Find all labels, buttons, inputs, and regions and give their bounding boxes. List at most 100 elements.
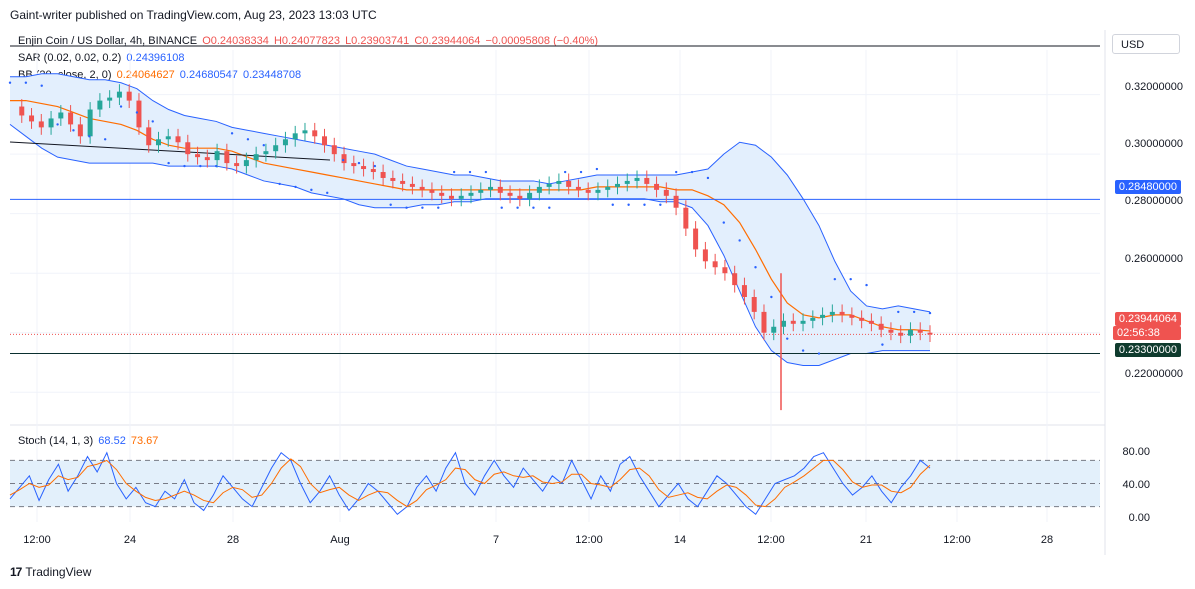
sar-dot xyxy=(881,343,884,346)
stoch-d-line xyxy=(9,458,931,508)
candle-body xyxy=(380,172,386,178)
candle-body xyxy=(234,163,240,167)
sar-legend: SAR (0.02, 0.02, 0.2) 0.24396108 xyxy=(18,52,187,64)
candle-body xyxy=(165,136,171,140)
candle-body xyxy=(585,189,591,193)
sar-dot xyxy=(389,203,392,206)
support-price-tag: 0.23300000 xyxy=(1114,343,1181,357)
sar-dot xyxy=(88,135,91,138)
time-tick: 28 xyxy=(1041,534,1053,546)
sar-dot xyxy=(817,352,821,355)
candle-body xyxy=(497,186,503,193)
stoch-d-value: 73.67 xyxy=(130,435,159,447)
candle-body xyxy=(800,320,806,324)
candle-body xyxy=(155,139,161,146)
sar-dot xyxy=(24,81,28,84)
time-tick: 12:00 xyxy=(575,534,603,546)
trend-line xyxy=(9,141,331,161)
stoch-tick: 80.00 xyxy=(1122,446,1150,458)
sar-dot xyxy=(928,311,932,315)
candle-body xyxy=(341,154,347,164)
stoch-k-value: 68.52 xyxy=(98,435,126,447)
candle-body xyxy=(136,100,142,128)
sar-dot xyxy=(373,164,377,168)
bollinger-upper-line xyxy=(10,73,931,313)
sar-dot xyxy=(215,164,218,168)
candle-body xyxy=(448,195,454,199)
candle-body xyxy=(97,100,103,110)
price-tick: 0.26000000 xyxy=(1124,253,1183,265)
sar-dot xyxy=(405,206,408,209)
candle-body xyxy=(19,106,25,116)
candle-body xyxy=(790,320,796,324)
candle-body xyxy=(185,142,191,155)
candle-body xyxy=(849,314,855,318)
sar-dot xyxy=(786,337,789,340)
candle-body xyxy=(888,329,894,333)
candle-body xyxy=(527,192,533,199)
sar-dot xyxy=(738,239,741,242)
sar-dot xyxy=(532,206,535,209)
stoch-tick: 0.00 xyxy=(1128,512,1150,524)
candle-body xyxy=(712,261,718,268)
candle-body xyxy=(195,154,201,158)
sar-dot xyxy=(230,132,234,135)
bb-basis-value: 0.24064627 xyxy=(116,69,175,81)
sar-dot xyxy=(167,161,170,165)
time-tick: 7 xyxy=(493,534,499,546)
bollinger-band-fill xyxy=(10,73,930,366)
candle-body xyxy=(878,323,884,330)
candle-body xyxy=(409,183,415,187)
candle-body xyxy=(77,124,83,137)
candle-body xyxy=(478,189,484,193)
open-value: O0.24038334 xyxy=(202,35,269,47)
sar-dot xyxy=(357,161,361,165)
sar-dot xyxy=(897,310,900,314)
sar-dot xyxy=(103,138,107,141)
sar-label: SAR (0.02, 0.02, 0.2) xyxy=(18,52,122,64)
time-tick: 28 xyxy=(227,534,239,546)
sar-dot xyxy=(643,203,646,206)
price-tick: 0.28000000 xyxy=(1124,195,1183,207)
time-tick: 12:00 xyxy=(23,534,51,546)
candle-body xyxy=(556,180,562,184)
sar-dot xyxy=(770,295,773,299)
candle-body xyxy=(312,130,318,137)
countdown-tag: 02:56:38 xyxy=(1113,326,1181,340)
sar-dot xyxy=(341,158,345,162)
candle-body xyxy=(644,177,650,184)
sar-dot xyxy=(294,185,297,189)
sar-dot xyxy=(72,129,75,132)
sar-dot xyxy=(516,206,519,209)
sar-dot xyxy=(912,310,916,314)
candle-body xyxy=(243,160,249,167)
time-tick: 14 xyxy=(674,534,686,546)
currency-selector[interactable]: USD xyxy=(1112,34,1180,54)
price-tick: 0.30000000 xyxy=(1124,138,1183,150)
stoch-tick: 40.00 xyxy=(1122,479,1150,491)
sar-dot xyxy=(468,170,472,174)
candle-body xyxy=(624,180,630,184)
sar-dot xyxy=(262,144,265,147)
candle-body xyxy=(263,151,269,155)
candle-body xyxy=(29,115,35,122)
candle-body xyxy=(400,180,406,184)
candle-body xyxy=(839,311,845,315)
candle-body xyxy=(38,121,44,128)
candle-body xyxy=(673,195,679,208)
candle-body xyxy=(732,273,738,286)
candle-body xyxy=(58,112,64,119)
candle-body xyxy=(429,189,435,193)
last-price-tag: 0.23944064 xyxy=(1114,312,1181,326)
candle-body xyxy=(829,311,835,315)
candle-body xyxy=(566,180,572,187)
candle-body xyxy=(322,136,328,146)
candle-body xyxy=(419,186,425,190)
price-tick: 0.22000000 xyxy=(1124,368,1183,380)
candle-body xyxy=(126,91,132,101)
footer-brand[interactable]: 17 TradingView xyxy=(10,565,91,579)
candle-body xyxy=(810,317,816,321)
candle-body xyxy=(370,169,376,173)
publisher-header: Gaint-writer published on TradingView.co… xyxy=(10,8,377,22)
